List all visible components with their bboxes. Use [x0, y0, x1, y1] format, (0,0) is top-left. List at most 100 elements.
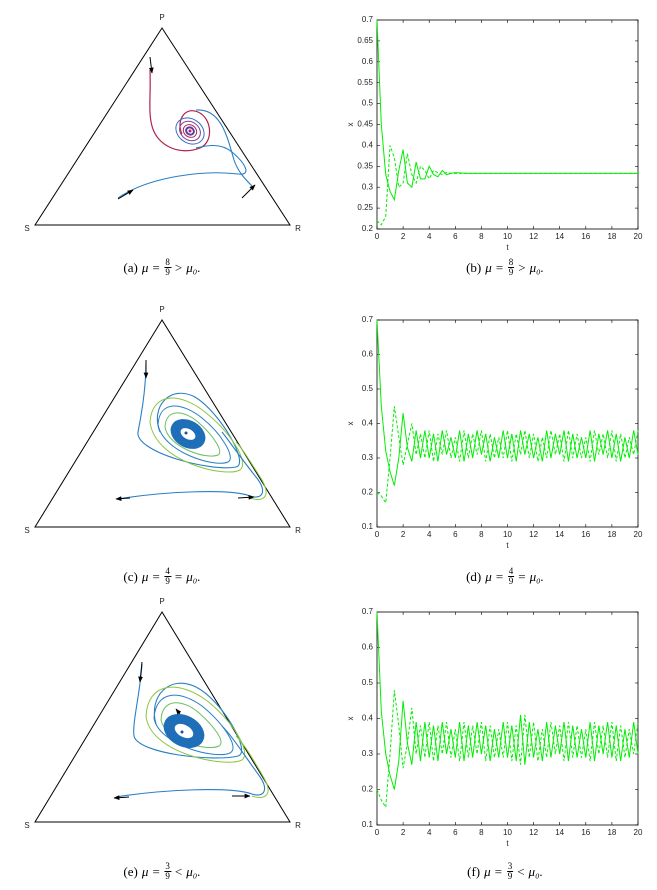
- x-tick-label: 16: [581, 828, 590, 837]
- numerator: 4: [507, 566, 515, 577]
- data-line: [376, 145, 638, 226]
- arrow: [113, 795, 130, 801]
- caption-label: (b): [466, 259, 482, 275]
- plot-area: 0.1 0.2 0.3 0.4 0.5 0.6 0.7 0 2 4 6 8 10 12 14 16 18 20 t x: [346, 315, 643, 550]
- x-tick-label: 6: [453, 530, 458, 539]
- x-tick-label: 0: [375, 232, 380, 241]
- vertex-label: R: [295, 224, 301, 233]
- caption-math: μ₀.: [528, 863, 543, 879]
- vertex-label: P: [159, 13, 164, 22]
- x-axis-label: t: [506, 243, 509, 252]
- caption: (c) μ = 4 9 = μ₀.: [123, 567, 200, 586]
- caption-math: μ =: [141, 259, 161, 275]
- triangle: [34, 319, 291, 528]
- x-tick-label: 20: [634, 232, 643, 241]
- caption-label: (c): [123, 568, 138, 584]
- y-tick-label: 0.6: [362, 57, 374, 66]
- y-tick-label: 0.2: [362, 785, 374, 794]
- trajectory: [175, 117, 205, 145]
- y-tick-label: 0.3: [362, 453, 374, 462]
- caption-math: μ =: [484, 863, 503, 879]
- limit-set: [180, 428, 196, 440]
- y-tick-label: 0.65: [357, 36, 373, 45]
- vertex-label: R: [295, 526, 301, 535]
- y-tick-label: 0.4: [362, 141, 374, 150]
- plot-area: 0.1 0.2 0.3 0.4 0.5 0.6 0.7 0 2 4 6 8 10 12 14 16 18 20 t x: [346, 607, 643, 848]
- caption-label: (d): [466, 568, 482, 584]
- x-tick-label: 20: [634, 828, 643, 837]
- y-tick-label: 0.35: [357, 161, 373, 170]
- x-tick-label: 6: [453, 232, 458, 241]
- x-tick-label: 4: [427, 828, 432, 837]
- vertex-label: S: [24, 526, 29, 535]
- trajectory: [117, 144, 247, 199]
- y-tick-label: 0.6: [362, 643, 374, 652]
- caption: (d) μ = 4 9 = μ₀.: [466, 567, 544, 586]
- arrow: [138, 661, 143, 683]
- y-tick-label: 0.4: [362, 419, 374, 428]
- axes-box: [376, 611, 639, 826]
- trajectory: [149, 69, 211, 152]
- arrow: [148, 56, 154, 74]
- x-axis-label: t: [506, 541, 509, 550]
- triangle: [34, 611, 291, 823]
- vertex-label: P: [159, 305, 164, 314]
- arrow: [175, 708, 182, 715]
- y-tick-label: 0.45: [357, 120, 373, 129]
- x-axis-label: t: [506, 839, 509, 848]
- triangle: [34, 27, 291, 226]
- caption-math: μ₀.: [186, 568, 201, 584]
- caption-math: μ =: [485, 259, 504, 275]
- y-tick-label: 0.7: [362, 15, 374, 24]
- caption-math: >: [518, 259, 526, 275]
- x-tick-label: 8: [479, 530, 484, 539]
- caption: (e) μ = 3 9 < μ₀.: [123, 862, 200, 881]
- trajectory: [133, 663, 243, 759]
- y-tick-label: 0.2: [362, 224, 374, 233]
- y-tick-label: 0.3: [362, 749, 374, 758]
- x-tick-label: 6: [453, 828, 458, 837]
- trajectory: [164, 412, 221, 457]
- y-tick-label: 0.5: [362, 384, 374, 393]
- x-tick-label: 4: [427, 232, 432, 241]
- limit-set: [174, 723, 194, 739]
- x-tick-label: 18: [607, 530, 616, 539]
- x-tick-label: 2: [401, 828, 406, 837]
- denominator: 9: [165, 871, 170, 881]
- vertex-label: S: [24, 821, 29, 830]
- axes-box: [376, 19, 639, 230]
- x-tick-label: 18: [607, 828, 616, 837]
- caption-math: =: [174, 568, 183, 584]
- trajectory: [115, 725, 266, 798]
- caption-math: <: [517, 863, 525, 879]
- trajectory: [195, 109, 253, 187]
- caption-label: (f): [467, 863, 481, 879]
- x-tick-label: 12: [529, 232, 538, 241]
- y-tick-label: 0.5: [362, 99, 374, 108]
- x-tick-label: 0: [375, 828, 380, 837]
- data-line: [376, 319, 639, 486]
- x-tick-label: 14: [555, 232, 564, 241]
- trajectory: [117, 431, 264, 500]
- y-tick-label: 0.5: [362, 678, 374, 687]
- trajectory: [235, 735, 269, 798]
- denominator: 9: [165, 576, 170, 586]
- trajectory: [149, 397, 243, 473]
- denominator: 9: [507, 871, 513, 881]
- caption-label: (a): [123, 259, 138, 275]
- vertex-label: R: [295, 821, 301, 830]
- axes-box: [376, 319, 639, 528]
- x-tick-label: 4: [427, 530, 432, 539]
- denominator: 9: [508, 267, 514, 277]
- numerator: 8: [507, 257, 515, 268]
- y-tick-label: 0.25: [357, 203, 373, 212]
- caption-math: <: [174, 863, 183, 879]
- numerator: 3: [164, 861, 171, 872]
- trajectory: [179, 120, 201, 142]
- y-tick-label: 0.4: [362, 714, 374, 723]
- data-line: [376, 19, 638, 202]
- x-tick-label: 14: [555, 530, 564, 539]
